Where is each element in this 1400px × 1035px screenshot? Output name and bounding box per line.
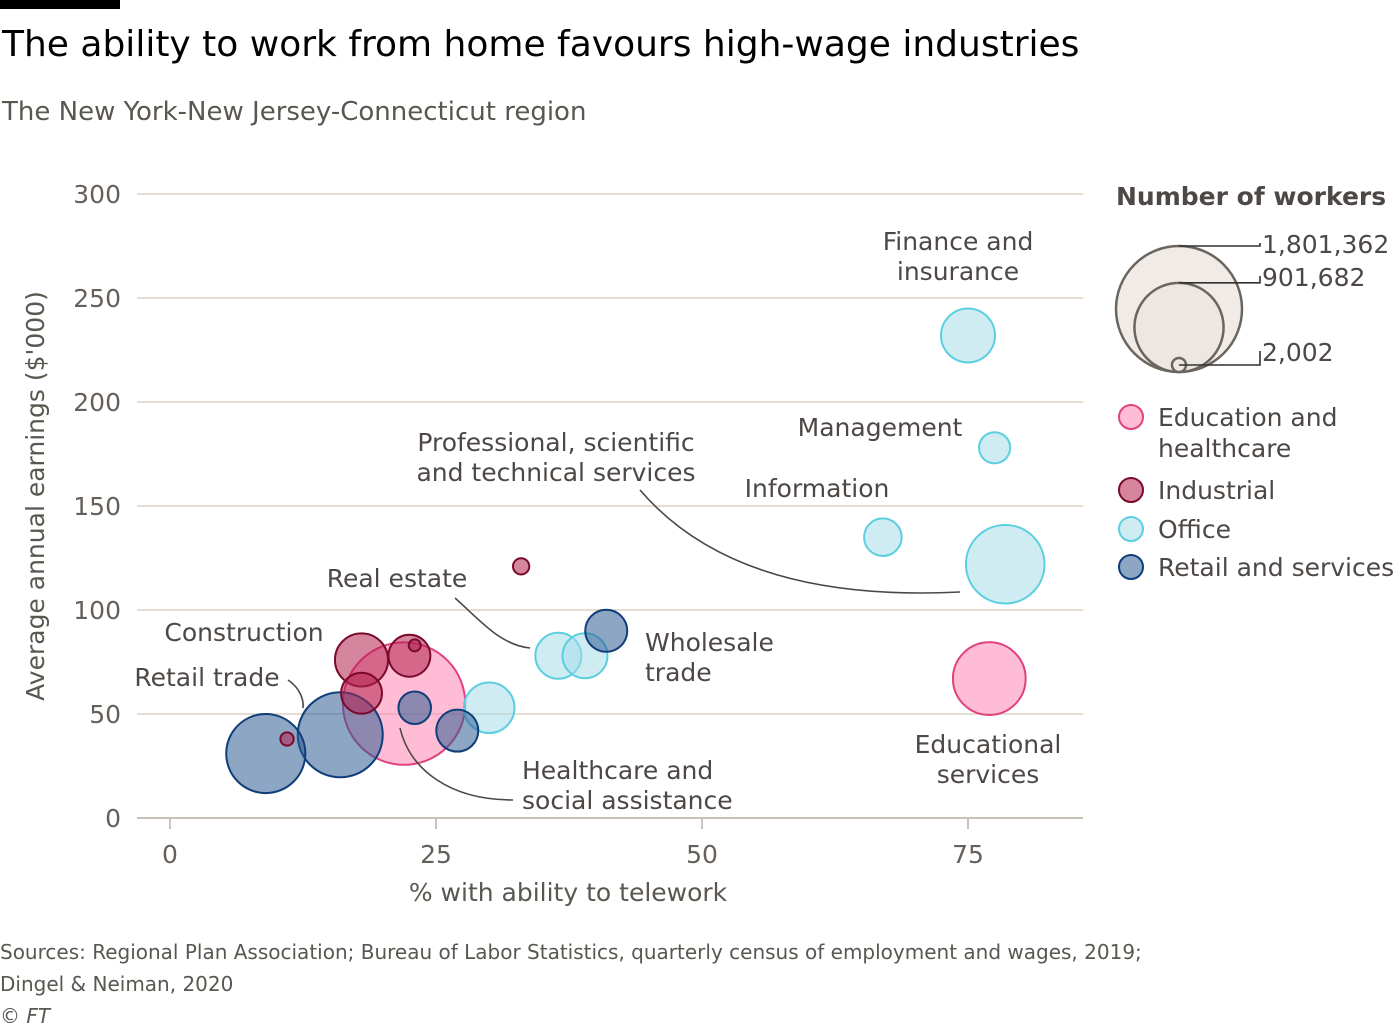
size-legend-title: Number of workers bbox=[1116, 182, 1386, 211]
annotation-healthcare: Healthcare and bbox=[522, 756, 713, 785]
professional-services-leader bbox=[639, 489, 961, 594]
legend-swatch bbox=[1118, 477, 1144, 503]
legend-label: Retail and services bbox=[1158, 553, 1394, 582]
bubble-point bbox=[511, 557, 531, 576]
retail-trade-leader bbox=[287, 679, 304, 709]
y-axis-title: Average annual earnings ($'000) bbox=[21, 291, 50, 701]
y-tick-label: 200 bbox=[73, 388, 121, 417]
bubble-point bbox=[964, 523, 1046, 605]
size-legend-leader bbox=[1179, 243, 1261, 247]
bubble-point bbox=[407, 638, 422, 653]
size-legend-value: 2,002 bbox=[1262, 338, 1334, 367]
legend-swatch bbox=[1118, 516, 1144, 542]
bubble-point bbox=[340, 671, 383, 715]
annotation-wholesale-trade: trade bbox=[645, 658, 712, 687]
bubble-point bbox=[397, 690, 432, 726]
size-legend-value: 1,801,362 bbox=[1262, 230, 1389, 259]
bubble-point bbox=[978, 431, 1012, 465]
annotation-construction: Construction bbox=[164, 618, 323, 647]
size-legend-leader bbox=[1179, 276, 1261, 284]
bubble-point bbox=[940, 307, 996, 364]
annotation-professional-services: Professional, scientific bbox=[417, 428, 694, 457]
annotation-healthcare: social assistance bbox=[522, 786, 733, 815]
y-tick-label: 50 bbox=[89, 700, 121, 729]
copyright: © FT bbox=[0, 1004, 51, 1028]
legend-label: healthcare bbox=[1158, 434, 1291, 463]
bubble-point bbox=[435, 708, 480, 753]
x-tick-label: 25 bbox=[420, 840, 452, 869]
bubble-point bbox=[951, 641, 1027, 716]
x-tick-label: 0 bbox=[162, 840, 178, 869]
annotation-educational-services: Educational bbox=[915, 730, 1062, 759]
annotation-finance: insurance bbox=[897, 257, 1019, 286]
annotation-professional-services: and technical services bbox=[416, 458, 695, 487]
annotation-wholesale-trade: Wholesale bbox=[645, 628, 774, 657]
source-note-line2: Dingel & Neiman, 2020 bbox=[0, 972, 234, 996]
y-tick-label: 100 bbox=[73, 596, 121, 625]
bubble-point bbox=[279, 731, 295, 747]
y-tick-label: 300 bbox=[73, 180, 121, 209]
size-legend-value: 901,682 bbox=[1262, 263, 1365, 292]
y-tick-label: 250 bbox=[73, 284, 121, 313]
annotation-finance: Finance and bbox=[883, 227, 1034, 256]
annotation-educational-services: services bbox=[937, 760, 1040, 789]
legend-label: Office bbox=[1158, 515, 1231, 544]
bubble-point bbox=[584, 608, 629, 653]
x-tick-label: 75 bbox=[952, 840, 984, 869]
source-note-line1: Sources: Regional Plan Association; Bure… bbox=[0, 940, 1142, 964]
x-axis-title: % with ability to telework bbox=[409, 878, 728, 907]
bubble-point bbox=[225, 712, 307, 795]
chart-title: The ability to work from home favours hi… bbox=[2, 24, 1080, 65]
annotation-management: Management bbox=[798, 413, 963, 442]
annotation-information: Information bbox=[745, 474, 890, 503]
ft-top-bar bbox=[0, 0, 120, 9]
annotation-real-estate: Real estate bbox=[327, 564, 468, 593]
y-tick-label: 0 bbox=[105, 804, 121, 833]
bubble-point bbox=[863, 517, 903, 557]
bubble-chart: 0 50 100 150 200 250 300 0 25 50 75 % with ability … bbox=[21, 180, 1394, 907]
legend-label: Industrial bbox=[1158, 476, 1275, 505]
real-estate-leader bbox=[454, 597, 531, 649]
legend-swatch bbox=[1118, 404, 1144, 430]
legend-swatch bbox=[1118, 554, 1144, 580]
healthcare-leader bbox=[399, 727, 514, 801]
x-tick-label: 50 bbox=[686, 840, 718, 869]
size-legend-leader bbox=[1179, 351, 1261, 366]
annotation-retail-trade: Retail trade bbox=[134, 663, 279, 692]
chart-subtitle: The New York-New Jersey-Connecticut regi… bbox=[2, 97, 587, 127]
y-tick-label: 150 bbox=[73, 492, 121, 521]
legend-label: Education and bbox=[1158, 403, 1337, 432]
